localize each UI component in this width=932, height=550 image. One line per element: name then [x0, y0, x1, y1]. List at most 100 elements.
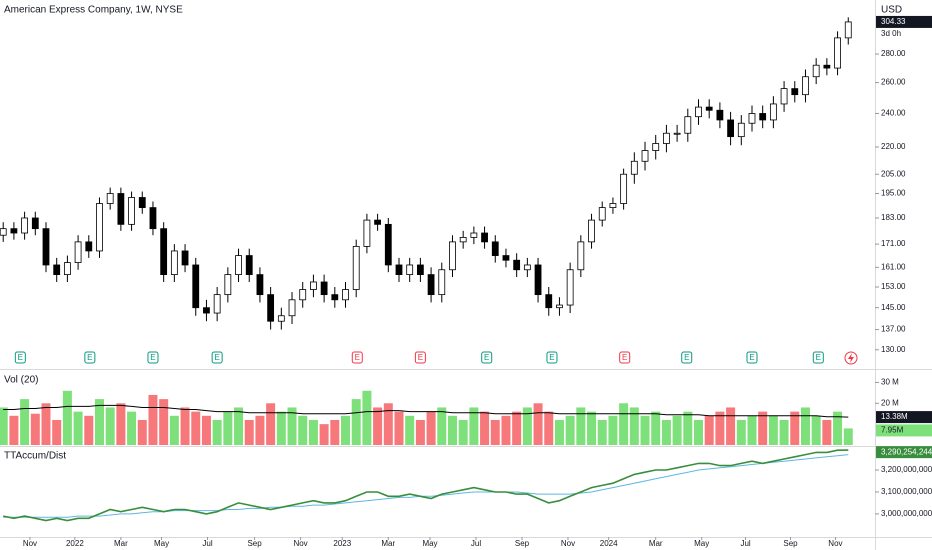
candle-body — [181, 250, 189, 266]
volume-bar — [201, 415, 211, 445]
x-tick-label: 2022 — [66, 539, 84, 548]
volume-bar — [266, 403, 276, 445]
candle-body — [416, 264, 424, 276]
volume-bar — [351, 399, 361, 445]
candle-body — [844, 21, 852, 39]
earnings-icon[interactable] — [414, 351, 426, 364]
volume-bar — [768, 415, 778, 445]
volume-bar — [383, 403, 393, 445]
earnings-icon[interactable] — [84, 351, 96, 364]
candle-body — [384, 223, 392, 266]
volume-bar — [490, 419, 500, 445]
earnings-label: E — [484, 353, 489, 362]
earnings-icon[interactable] — [481, 351, 493, 364]
volume-bar — [480, 411, 490, 445]
earnings-icon[interactable] — [351, 351, 363, 364]
earnings-icon[interactable] — [619, 351, 631, 364]
candle-body — [823, 64, 831, 69]
earnings-icon[interactable] — [812, 351, 824, 364]
volume-bar — [0, 407, 8, 445]
volume-bar — [127, 411, 137, 445]
volume-bar — [180, 407, 190, 445]
candle-body — [128, 197, 135, 225]
candle-body — [449, 241, 456, 271]
candle-body — [684, 116, 692, 134]
volume-bar — [426, 411, 436, 445]
candle-body — [641, 150, 649, 162]
earnings-icon[interactable] — [211, 351, 223, 364]
volume-bar — [833, 411, 843, 445]
volume-bar — [608, 415, 618, 445]
volume-bar — [116, 403, 126, 445]
y-tick-label: 3,000,000,000.00 — [881, 509, 932, 518]
volume-bar — [394, 411, 404, 445]
candle-body — [288, 299, 296, 317]
x-tick-label: May — [694, 539, 709, 548]
volume-bar — [790, 411, 800, 445]
candle-body — [759, 113, 767, 121]
volume-bar — [736, 419, 746, 445]
y-tick-label: 145.00 — [881, 303, 906, 312]
candle-body — [117, 193, 125, 225]
volume-bar — [287, 407, 297, 445]
earnings-icon[interactable] — [147, 351, 159, 364]
volume-bar — [544, 411, 554, 445]
ad-badge-bg — [876, 446, 932, 459]
earnings-icon[interactable] — [14, 351, 26, 364]
volume-bar — [437, 407, 447, 445]
candle-body — [727, 119, 734, 138]
volume-bar — [341, 415, 351, 445]
y-tick-label: 195.00 — [881, 189, 906, 198]
candle-body — [138, 197, 146, 208]
candle-body — [363, 219, 371, 247]
earnings-label: E — [150, 353, 155, 362]
candle-body — [620, 173, 628, 204]
volume-bar — [587, 411, 597, 445]
candle-body — [53, 264, 61, 276]
earnings-icon[interactable] — [681, 351, 693, 364]
volume-bar — [319, 424, 329, 445]
volume-bar — [629, 407, 639, 445]
volume-bar — [94, 399, 104, 445]
candle-body — [481, 232, 488, 243]
x-tick-label: Jul — [202, 539, 212, 548]
candle-body — [245, 255, 253, 276]
earnings-label: E — [214, 353, 219, 362]
flash-icon[interactable] — [844, 351, 858, 365]
candle-body — [42, 228, 50, 266]
candle-body — [224, 274, 232, 296]
volume-bar — [576, 407, 586, 445]
x-tick-label: May — [154, 539, 169, 548]
candle-body — [10, 228, 18, 234]
volume-bar — [779, 419, 789, 445]
volume-bar — [469, 407, 479, 445]
volume-bar — [683, 411, 693, 445]
y-tick-label: 260.00 — [881, 78, 906, 87]
earnings-icon[interactable] — [746, 351, 758, 364]
candle-body — [256, 274, 264, 296]
volume-bar — [244, 419, 254, 445]
x-tick-label: 2024 — [600, 539, 618, 548]
y-tick-label: 20 M — [881, 398, 899, 407]
volume-bar — [41, 403, 51, 445]
candle-body — [74, 241, 82, 263]
candle-body — [534, 264, 542, 296]
volume-bar — [276, 411, 286, 445]
candle-body — [598, 207, 606, 221]
volume-bar — [651, 411, 661, 445]
candle-body — [459, 237, 467, 243]
volume-bar — [533, 403, 543, 445]
volume-bar — [62, 390, 72, 445]
earnings-label: E — [749, 353, 754, 362]
volume-bar — [330, 419, 340, 445]
volume-bar — [501, 415, 511, 445]
y-tick-label: 153.00 — [881, 282, 906, 291]
candle-body — [96, 203, 103, 252]
volume-bar — [362, 390, 372, 445]
volume-bar — [715, 411, 725, 445]
y-tick-label: 171.00 — [881, 239, 906, 248]
candle-body — [577, 241, 585, 271]
earnings-label: E — [816, 353, 821, 362]
earnings-icon[interactable] — [546, 351, 558, 364]
